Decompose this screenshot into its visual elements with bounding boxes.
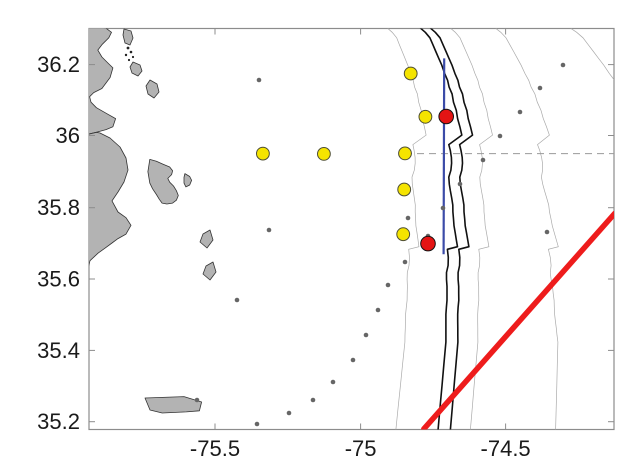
svg-text:35.2: 35.2 <box>37 409 80 434</box>
svg-text:35.6: 35.6 <box>37 267 80 292</box>
svg-text:36.2: 36.2 <box>37 52 80 77</box>
svg-text:35.8: 35.8 <box>37 195 80 220</box>
svg-text:-75: -75 <box>345 436 377 461</box>
svg-text:-75.5: -75.5 <box>190 436 240 461</box>
svg-text:35.4: 35.4 <box>37 338 80 363</box>
svg-text:-74.5: -74.5 <box>481 436 531 461</box>
svg-text:36: 36 <box>56 123 80 148</box>
